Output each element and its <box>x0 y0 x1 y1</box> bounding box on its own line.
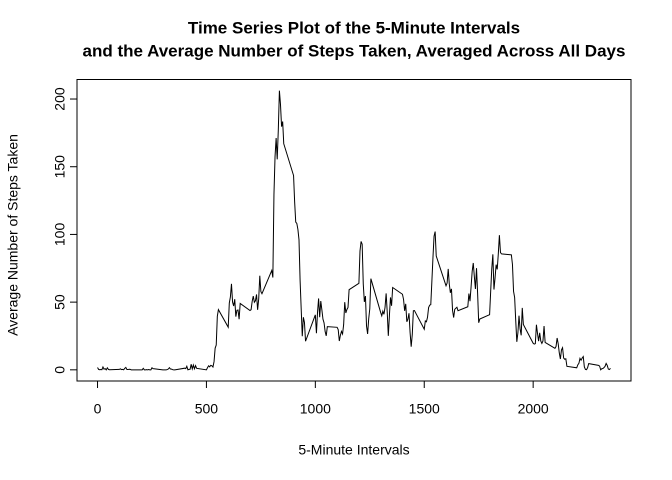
chart-title: Time Series Plot of the 5-Minute Interva… <box>188 18 520 37</box>
chart-title: and the Average Number of Steps Taken, A… <box>83 41 626 60</box>
data-line <box>97 90 611 371</box>
y-tick-label: 100 <box>52 223 68 247</box>
x-tick-label: 1500 <box>409 401 440 417</box>
y-tick-label: 50 <box>52 294 68 310</box>
x-tick-label: 1000 <box>300 401 331 417</box>
x-axis-label: 5-Minute Intervals <box>298 442 409 458</box>
y-tick-label: 150 <box>52 155 68 179</box>
x-tick-label: 2000 <box>518 401 549 417</box>
y-tick-label: 0 <box>52 366 68 374</box>
y-tick-label: 200 <box>52 87 68 111</box>
y-axis-label: Average Number of Steps Taken <box>5 134 21 336</box>
x-tick-label: 0 <box>94 401 102 417</box>
x-tick-label: 500 <box>195 401 219 417</box>
plot-box <box>76 79 632 382</box>
